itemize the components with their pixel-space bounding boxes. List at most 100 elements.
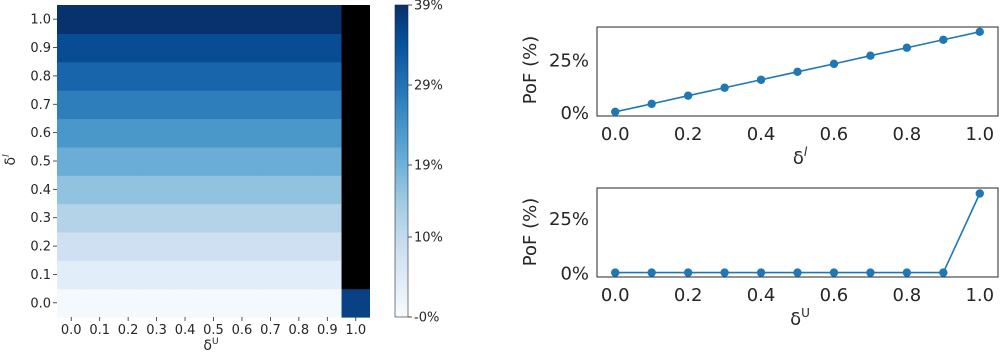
- heatmap-cell: [85, 118, 115, 148]
- heatmap-cell: [57, 175, 87, 205]
- heatmap-xtick-label: 0.4: [175, 323, 196, 338]
- heatmap-cell: [284, 146, 314, 176]
- colorbar: 39% 29% 19% 10% -0%: [394, 0, 443, 326]
- heatmap-cell: [341, 288, 370, 318]
- heatmap-cell: [256, 61, 286, 91]
- heatmap-ytick-label: 0.3: [30, 211, 51, 226]
- line1-xtick-label: 1.0: [965, 124, 994, 145]
- heatmap-cell: [142, 33, 172, 63]
- colorbar-gradient: [394, 4, 409, 318]
- heatmap-cell: [227, 175, 257, 205]
- line2-ytick-label: 25%: [549, 209, 589, 230]
- heatmap-cell: [313, 5, 343, 34]
- heatmap-cell: [57, 33, 87, 63]
- heatmap-cell: [256, 175, 286, 205]
- line1-data-point: [647, 99, 656, 109]
- heatmap-cell: [113, 118, 143, 148]
- heatmap-xtick-label: 0.8: [289, 323, 310, 338]
- heatmap-cell: [284, 33, 314, 63]
- line1-xtick-label: 0.8: [893, 124, 922, 145]
- heatmap-cell: [256, 288, 286, 318]
- line2-xtick-label: 1.0: [965, 285, 994, 306]
- heatmap-cell: [142, 5, 172, 34]
- heatmap-cell: [227, 260, 257, 290]
- colorbar-ticks: 39% 29% 19% 10% -0%: [408, 0, 443, 326]
- heatmap-cell: [142, 61, 172, 91]
- heatmap-cell: [313, 175, 343, 205]
- line2-ylabel: PoF (%): [520, 198, 541, 266]
- heatmap-cell: [85, 260, 115, 290]
- heatmap-ytick-label: 0.6: [30, 126, 51, 141]
- heatmap-ytick-label: 0.9: [30, 41, 51, 56]
- heatmap-ytick-label: 0.0: [30, 296, 51, 311]
- line1-xtick-label: 0.2: [674, 124, 703, 145]
- heatmap-cell: [284, 175, 314, 205]
- heatmap-xtick-label: 0.6: [232, 323, 253, 338]
- heatmap-xtick-label: 0.9: [317, 323, 338, 338]
- heatmap-cell: [57, 288, 87, 318]
- line2-xtick-label: 0.6: [820, 285, 849, 306]
- heatmap-cell: [199, 33, 229, 63]
- heatmap-cell: [313, 231, 343, 261]
- heatmap-cell: [57, 61, 87, 91]
- heatmap-cell: [113, 175, 143, 205]
- heatmap-cell: [284, 118, 314, 148]
- heatmap-cell: [113, 61, 143, 91]
- heatmap-cell: [227, 90, 257, 120]
- heatmap-xtick-label: 0.7: [260, 323, 281, 338]
- heatmap-cell: [142, 175, 172, 205]
- line1-data-point: [866, 51, 875, 60]
- heatmap-xlabel: δU: [203, 337, 218, 354]
- line2-xtick-label: 0.0: [601, 285, 630, 306]
- line2-data-point: [939, 268, 948, 277]
- line1-data-point: [793, 67, 802, 77]
- heatmap-ytick-label: 1.0: [30, 13, 51, 28]
- heatmap-cell: [199, 288, 229, 318]
- heatmap-cell: [256, 90, 286, 120]
- heatmap-cell: [85, 5, 115, 34]
- line1-ylabel: PoF (%): [520, 36, 541, 104]
- heatmap-cell: [142, 118, 172, 148]
- heatmap-cell: [313, 90, 343, 120]
- line1-xtick-label: 0.0: [601, 124, 630, 145]
- heatmap-cell: [170, 33, 200, 63]
- heatmap-cell: [227, 288, 257, 318]
- heatmap-cell: [341, 203, 370, 233]
- line2-data-point: [975, 189, 984, 198]
- line2-xtick-label: 0.8: [893, 285, 922, 306]
- heatmap-cell: [313, 61, 343, 91]
- line2-ytick-label: 0%: [560, 264, 589, 285]
- heatmap-cell: [113, 33, 143, 63]
- heatmap-cell: [284, 5, 314, 34]
- heatmap-ytick-label: 0.2: [30, 240, 51, 255]
- heatmap-cell: [85, 33, 115, 63]
- heatmap-ticks: 0.0 0.1 0.2 0.3 0.4 0.5 0.6 0.7 0.8 0.9 1.0 0.0 0.1 0…: [30, 13, 366, 338]
- line2-xtick-label: 0.2: [674, 285, 703, 306]
- heatmap-xtick-label: 0.3: [146, 323, 167, 338]
- heatmap-cell: [85, 231, 115, 261]
- heatmap-ytick-label: 0.8: [30, 69, 51, 84]
- line2-data-point: [611, 268, 620, 277]
- heatmap-cell: [113, 288, 143, 318]
- heatmap-cell: [256, 33, 286, 63]
- heatmap-cell: [227, 5, 257, 34]
- heatmap-cell: [85, 203, 115, 233]
- heatmap-cell: [85, 288, 115, 318]
- heatmap-cell: [341, 231, 370, 261]
- heatmap-cell: [113, 260, 143, 290]
- line1-xtick-label: 0.6: [820, 124, 849, 145]
- heatmap-cell: [113, 146, 143, 176]
- heatmap-cell: [142, 203, 172, 233]
- heatmap-cell: [256, 146, 286, 176]
- heatmap-cell: [341, 90, 370, 120]
- heatmap-cell: [341, 33, 370, 63]
- heatmap-cell: [227, 231, 257, 261]
- colorbar-tick-label: 29%: [414, 79, 443, 94]
- line2-axes-frame: [596, 187, 999, 278]
- line2-data-point: [720, 268, 729, 277]
- heatmap-cell: [199, 118, 229, 148]
- heatmap-ytick-label: 0.4: [30, 183, 51, 198]
- heatmap-cell: [170, 5, 200, 34]
- line1-data-point: [611, 107, 620, 117]
- heatmap-cell: [170, 288, 200, 318]
